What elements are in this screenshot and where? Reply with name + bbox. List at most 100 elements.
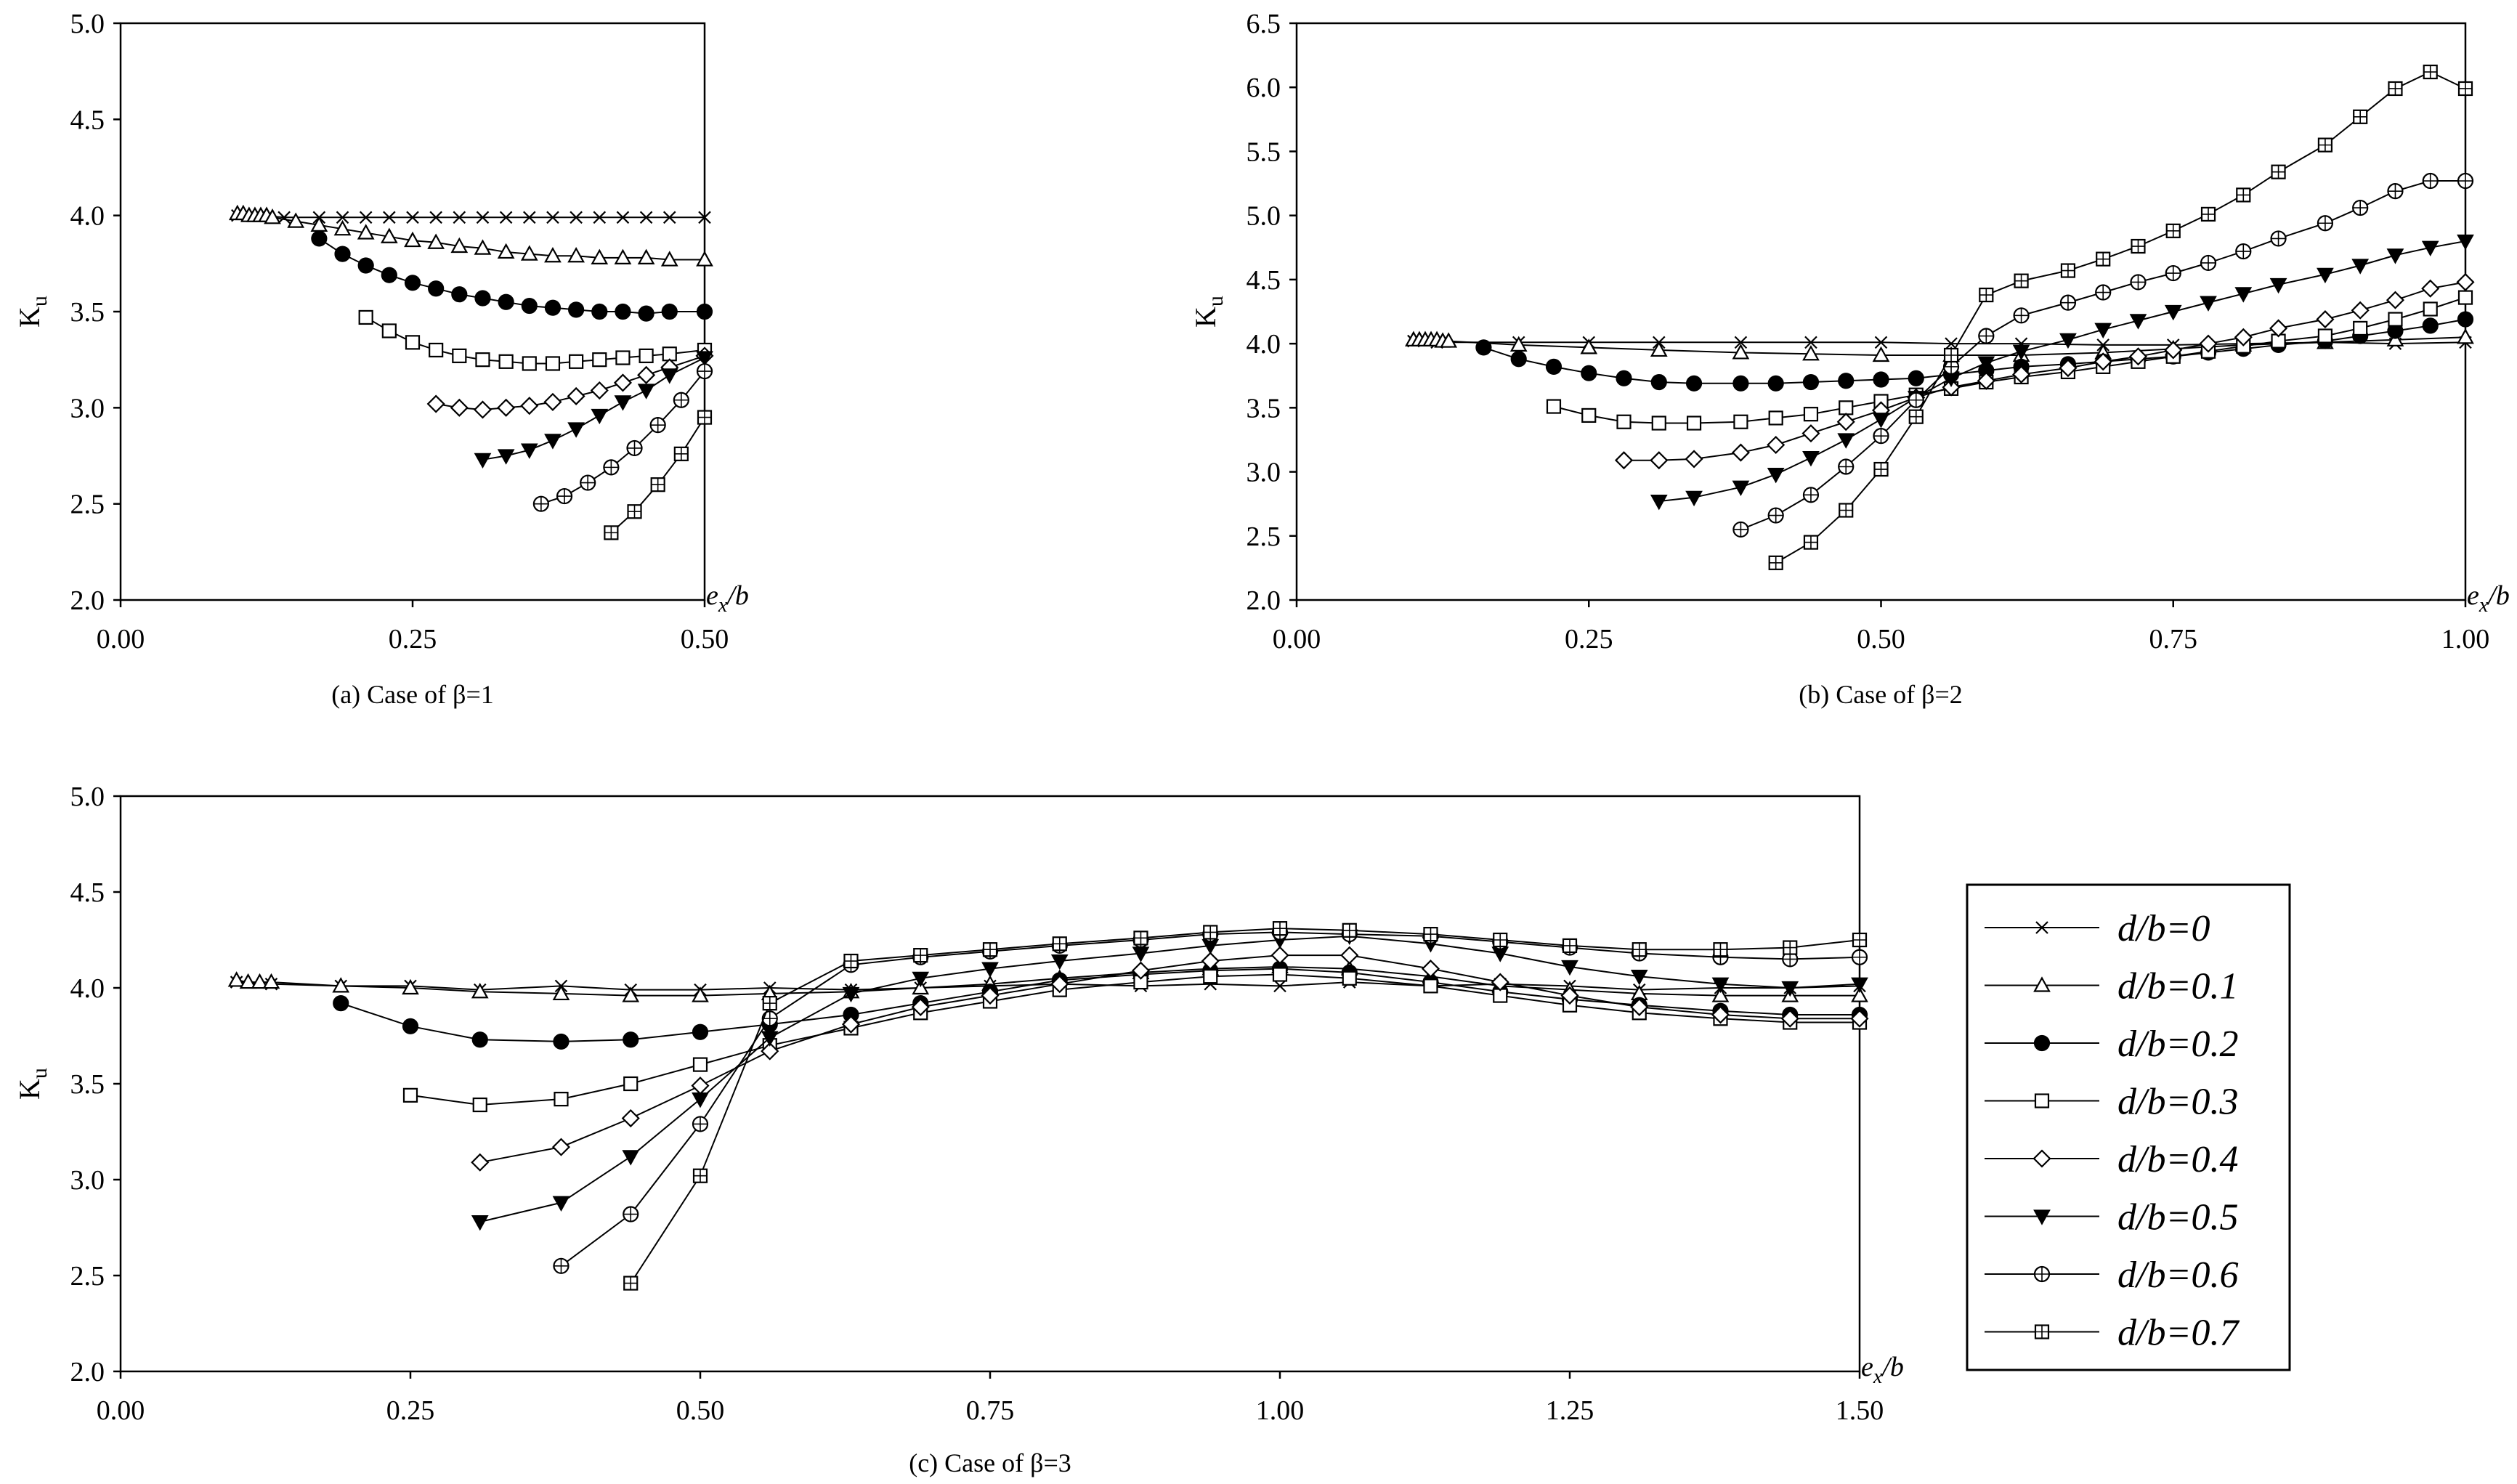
x-tick-label: 0.75 <box>2149 624 2198 654</box>
panel-caption: (a) Case of β=1 <box>331 680 494 709</box>
data-point <box>2095 284 2112 301</box>
data-point <box>1802 451 1820 467</box>
data-point <box>1768 410 1783 426</box>
data-point <box>2094 352 2112 371</box>
data-point <box>1440 332 1458 348</box>
legend-item: d/b=0.5 <box>1985 1197 2239 1238</box>
data-point <box>2012 365 2031 384</box>
series-line <box>236 965 1860 997</box>
data-point <box>591 408 609 425</box>
y-tick-label: 5.0 <box>1247 201 1281 232</box>
data-point <box>553 1257 570 1274</box>
data-point <box>1873 461 1889 477</box>
data-point <box>1851 977 1868 993</box>
data-point <box>543 392 562 411</box>
data-point <box>1203 925 1218 940</box>
data-point <box>1580 338 1598 354</box>
data-point <box>762 996 777 1011</box>
data-point <box>1630 970 1648 986</box>
data-point <box>591 303 608 320</box>
data-point <box>761 1042 779 1061</box>
data-point <box>2386 291 2405 309</box>
data-point <box>1340 946 1359 965</box>
y-axis-label: Ku <box>1189 296 1228 328</box>
data-point <box>1732 521 1749 538</box>
panel-caption: (c) Case of β=3 <box>909 1448 1071 1477</box>
data-point <box>2059 359 2078 378</box>
data-point <box>981 962 999 978</box>
data-point <box>1836 413 1855 431</box>
series-d-b-0-5 <box>474 351 713 469</box>
legend-label: d/b=0 <box>2117 908 2210 949</box>
data-point <box>497 449 515 465</box>
data-point <box>1838 373 1855 389</box>
data-point <box>1839 400 1854 415</box>
data-point <box>1050 954 1069 970</box>
x-tick-label: 0.00 <box>1273 624 1321 654</box>
data-point <box>383 211 396 224</box>
data-point <box>264 208 281 224</box>
data-point <box>472 1097 487 1113</box>
data-point <box>2094 323 2112 338</box>
data-point <box>1545 358 1563 375</box>
data-point <box>450 398 469 417</box>
data-point <box>402 1018 419 1034</box>
data-point <box>637 248 655 264</box>
panel-caption: (b) Case of β=2 <box>1799 680 1963 709</box>
series-d-b-0-6 <box>1732 172 2474 538</box>
data-point <box>554 1092 569 1107</box>
data-point <box>227 971 246 987</box>
data-point <box>622 986 640 1002</box>
legend-label: d/b=0.6 <box>2117 1254 2239 1296</box>
data-point <box>1203 969 1218 984</box>
data-point <box>1733 414 1748 429</box>
series-line <box>630 928 1860 1284</box>
legend-marker <box>2035 921 2048 934</box>
data-point <box>2456 272 2475 291</box>
data-point <box>1509 336 1528 352</box>
legend-marker <box>2033 1034 2051 1052</box>
data-point <box>451 286 468 303</box>
data-point <box>453 211 466 224</box>
data-point <box>1050 975 1069 994</box>
series-d-b-0-2 <box>311 230 713 322</box>
data-point <box>1713 942 1728 957</box>
data-point <box>615 303 631 320</box>
y-tick-label: 4.5 <box>70 105 105 135</box>
data-point <box>2388 312 2403 327</box>
data-point <box>428 280 445 297</box>
legend-item: d/b=0.6 <box>1985 1254 2239 1296</box>
data-point <box>1342 970 1357 986</box>
y-tick-label: 4.0 <box>70 201 105 232</box>
data-point <box>1475 339 1492 356</box>
x-tick-label: 0.50 <box>681 624 729 654</box>
data-point <box>1839 503 1854 518</box>
data-point <box>593 211 607 224</box>
data-point <box>626 439 643 457</box>
data-point <box>1979 287 1994 303</box>
data-point <box>1632 942 1647 957</box>
y-tick-label: 6.5 <box>1247 9 1281 39</box>
data-point <box>1837 433 1855 449</box>
data-point <box>660 251 678 267</box>
data-point <box>1908 409 1924 424</box>
data-point <box>2316 310 2335 329</box>
data-point <box>2457 311 2474 328</box>
data-point <box>1734 336 1748 349</box>
data-point <box>673 446 689 461</box>
data-point <box>623 1031 639 1048</box>
data-point <box>357 257 374 274</box>
data-point <box>697 410 713 425</box>
data-point <box>2421 279 2440 298</box>
data-point <box>532 495 549 512</box>
data-point <box>1423 926 1438 942</box>
y-tick-label: 5.0 <box>70 782 105 812</box>
data-point <box>474 290 491 307</box>
legend-item: d/b=0.7 <box>1985 1313 2240 1354</box>
series-d-b-0-4 <box>471 946 1869 1172</box>
y-tick-label: 3.0 <box>70 1165 105 1196</box>
data-point <box>1850 1009 1869 1028</box>
data-point <box>1711 977 1730 993</box>
data-point <box>2269 319 2288 338</box>
data-point <box>1650 373 1667 391</box>
